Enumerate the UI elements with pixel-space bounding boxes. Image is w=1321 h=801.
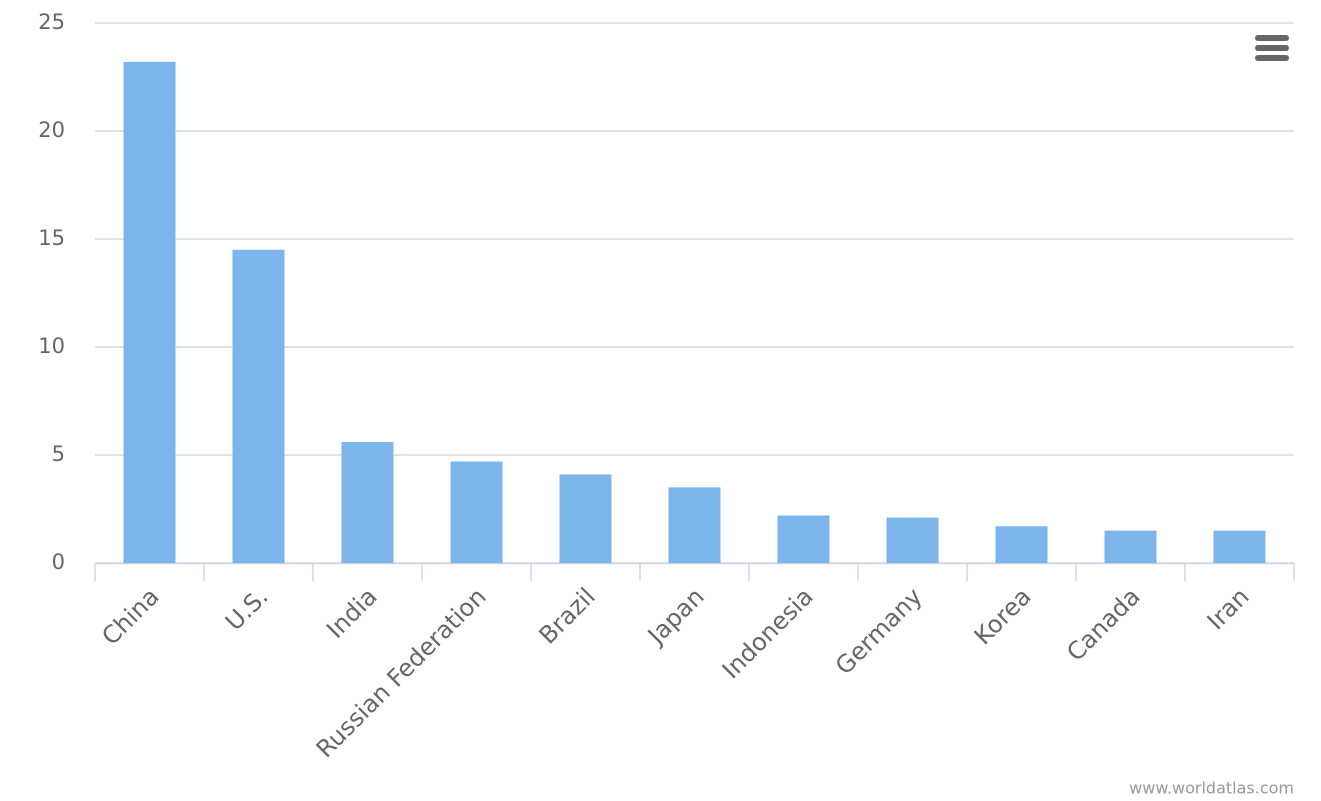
y-tick-label: 25 — [38, 10, 65, 34]
credits[interactable]: www.worldatlas.com — [1129, 779, 1294, 798]
bar — [1104, 530, 1157, 563]
x-tick-label: Iran — [1202, 582, 1255, 635]
x-tick-label: India — [321, 582, 382, 643]
y-tick-label: 20 — [38, 118, 65, 142]
x-tick-label: Canada — [1061, 582, 1145, 666]
x-tick-label: Indonesia — [717, 582, 819, 684]
x-tick-label: U.S. — [220, 582, 274, 636]
bar — [232, 249, 285, 564]
bar — [1213, 530, 1266, 563]
x-tick-label: Korea — [969, 582, 1037, 650]
bar — [450, 461, 503, 563]
x-tick-label: Japan — [641, 582, 710, 651]
x-tick-label: China — [96, 582, 164, 650]
y-tick-label: 5 — [52, 442, 65, 466]
bar — [123, 61, 176, 563]
bar — [668, 487, 721, 563]
menu-button[interactable] — [1255, 35, 1289, 61]
menu-bar — [1255, 35, 1289, 41]
bar — [341, 442, 394, 563]
y-tick-label: 10 — [38, 334, 65, 358]
bar — [559, 474, 612, 563]
menu-bar — [1255, 45, 1289, 51]
menu-bar — [1255, 55, 1289, 61]
x-tick-label: Brazil — [534, 582, 601, 649]
y-tick-label: 0 — [52, 550, 65, 574]
y-tick-label: 15 — [38, 226, 65, 250]
bar — [995, 526, 1048, 563]
bar — [886, 517, 939, 563]
bar — [777, 515, 830, 563]
x-tick-label: Germany — [830, 582, 928, 680]
